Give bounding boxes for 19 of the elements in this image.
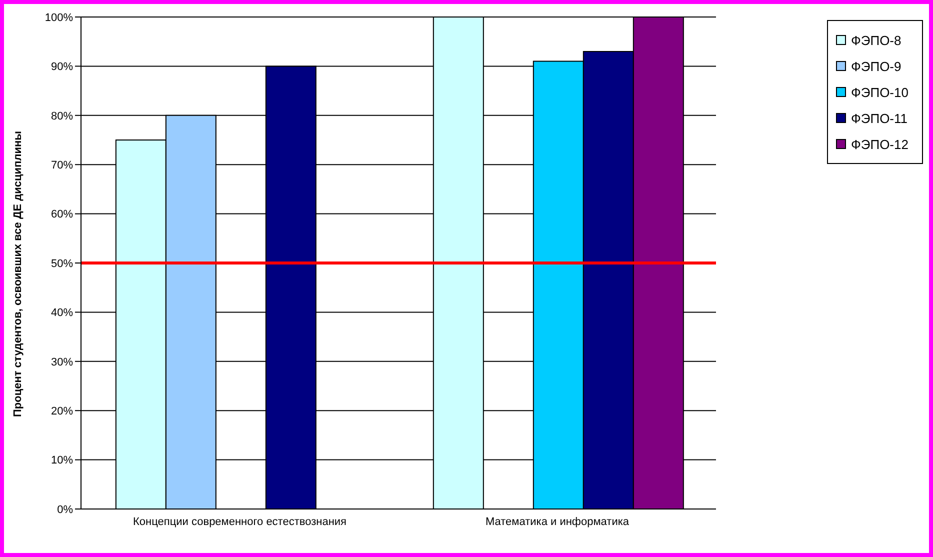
x-tick-label: Математика и информатика [485,516,630,528]
y-tick-label: 60% [50,208,74,221]
y-tick-label: 30% [50,356,74,368]
y-tick-label: 90% [50,61,74,74]
legend-label: ФЭПО-10 [851,84,908,100]
legend-label: ФЭПО-11 [851,110,908,126]
x-tick-label: Концепции современного естествознания [132,516,347,528]
y-tick-label: 0% [57,504,74,516]
y-tick-label: 20% [50,406,74,418]
y-axis-title: Процент студентов, освоивших все ДЕ дисциплины [12,131,24,417]
legend-label: ФЭПО-9 [851,58,902,74]
y-tick-label: 80% [50,110,74,122]
legend-label: ФЭПО-12 [851,136,908,152]
y-tick-label: 100% [44,12,74,24]
legend-label: ФЭПО-8 [851,32,902,48]
y-tick-label: 40% [50,307,74,320]
y-tick-label: 10% [50,454,74,467]
y-tick-label: 50% [50,258,74,270]
y-tick-label: 70% [50,160,74,172]
